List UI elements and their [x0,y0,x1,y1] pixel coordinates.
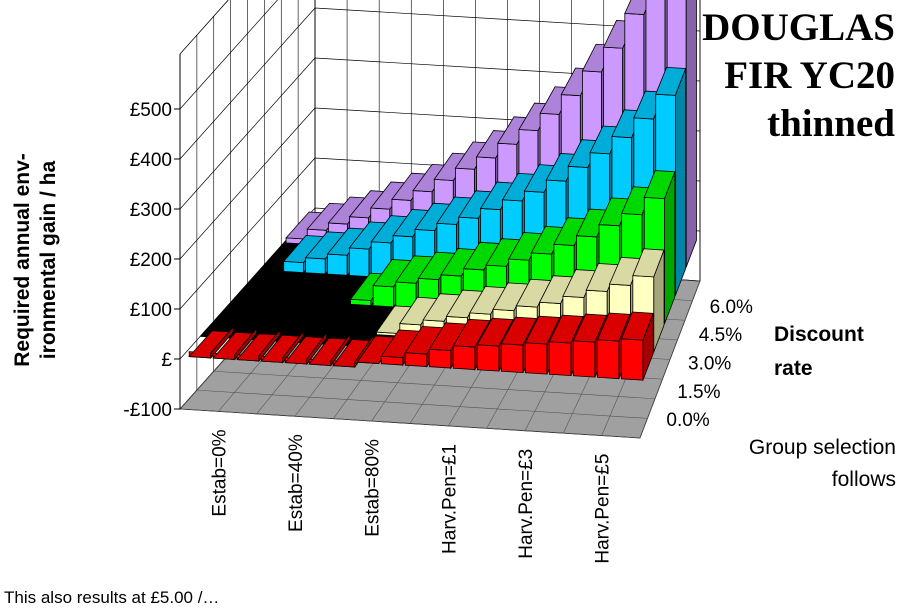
x-tick-label: Harv.Pen=£1 [439,444,460,554]
bar-side [258,328,281,363]
x-tick-label: Estab=0% [209,429,230,516]
bar-front [548,341,572,377]
y-tick-label: £200 [130,250,172,271]
bar-side [653,249,665,353]
x-tick-label: Harv.Pen=£3 [516,449,537,559]
y-tick-label: £400 [130,150,172,171]
bar-front [404,352,428,367]
bar-front [372,285,394,308]
chart-title: DOUGLAS FIR YC20 thinned [665,4,895,148]
chart-title-line-1: DOUGLAS [702,6,895,49]
chart-title-line-2: FIR YC20 [724,54,895,97]
z-tick-label: 3.0% [688,354,731,375]
bar-side [642,313,654,381]
note-line-2: follows [831,468,896,491]
bar-side [234,327,257,361]
z-axis-label-line-2: rate [774,357,813,380]
bar-front [428,348,452,369]
bar-front [348,247,370,278]
z-tick-label: 6.0% [710,297,753,318]
bar-front [305,257,326,275]
z-tick-label: 1.5% [677,382,720,403]
y-tick-label: £300 [130,200,172,221]
footer-text: This also results at £5.00 /… [4,588,220,607]
bar-front [327,253,348,276]
y-tick-label: -£100 [123,400,172,421]
y-axis-label-line-2: ironmental gain / ha [37,160,60,360]
x-tick-label: Estab=40% [286,434,307,532]
group-selection-note: Group selection follows [706,432,896,496]
z-axis-label-line-1: Discount [774,323,864,346]
gridline [213,370,656,400]
gridline [179,408,641,439]
gridline [196,389,648,419]
y-axis-label-line-1: Required annual env- [11,153,34,367]
bar-front [476,344,500,372]
chart-title-line-3: thinned [767,102,895,145]
y-tick-label: £100 [130,300,172,321]
bar-front [283,260,304,274]
y-tick-label: £500 [130,100,172,121]
x-tick-label: Harv.Pen=£5 [593,454,614,564]
z-axis-label: Discount rate [774,318,864,386]
x-tick-label: Estab=80% [363,439,384,537]
bar-front [572,340,596,378]
z-tick-label: 4.5% [699,325,742,346]
bar-side [282,330,304,364]
bar-front [596,339,620,380]
note-line-1: Group selection [748,436,896,459]
bar-front [620,338,644,381]
bar-side [685,0,697,268]
y-tick-label: £ [161,350,172,371]
bar-front [452,345,476,371]
gridline [179,0,278,110]
bar-side [330,333,351,367]
bar-front [500,343,524,374]
bar-side [210,326,234,360]
bar-side [675,68,687,296]
bar-top [624,0,651,15]
bar-front [524,342,548,375]
y-axis-label: Required annual env- ironmental gain / h… [10,50,62,470]
z-tick-label: 0.0% [666,410,709,431]
bar-side [664,171,676,324]
bar-side [306,331,327,366]
